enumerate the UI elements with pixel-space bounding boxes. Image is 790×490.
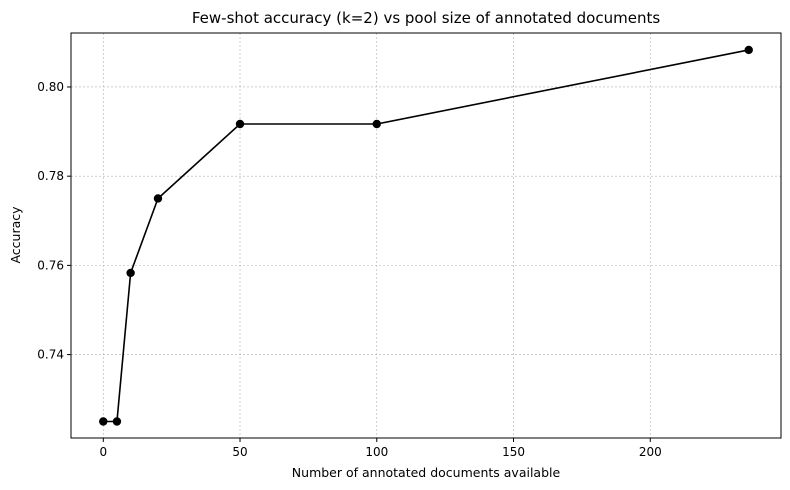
x-tick-label: 0	[99, 445, 107, 459]
data-point	[126, 268, 135, 278]
chart-title: Few-shot accuracy (k=2) vs pool size of …	[192, 9, 660, 27]
data-point	[235, 119, 245, 129]
y-axis-label: Accuracy	[8, 206, 23, 264]
data-point	[153, 194, 163, 203]
x-tick-label: 200	[639, 445, 662, 459]
x-tick-label: 50	[232, 445, 247, 459]
data-point	[112, 417, 122, 426]
y-tick-label: 0.78	[37, 169, 64, 183]
series-layer	[99, 45, 753, 426]
y-tick-label: 0.76	[37, 258, 64, 272]
data-point	[99, 417, 108, 426]
data-point	[744, 45, 753, 55]
x-tick-label: 100	[365, 445, 388, 459]
series-line	[103, 49, 749, 423]
y-tick-label: 0.80	[37, 80, 64, 94]
y-tick-label: 0.74	[37, 348, 64, 362]
ticks: 0 50 100 150 200 0.74 0.76 0.78 0.80	[37, 80, 661, 459]
plot-frame	[70, 32, 782, 439]
data-point	[372, 119, 381, 129]
x-axis-label: Number of annotated documents available	[292, 465, 561, 480]
grid	[71, 33, 781, 438]
x-tick-label: 150	[502, 445, 525, 459]
